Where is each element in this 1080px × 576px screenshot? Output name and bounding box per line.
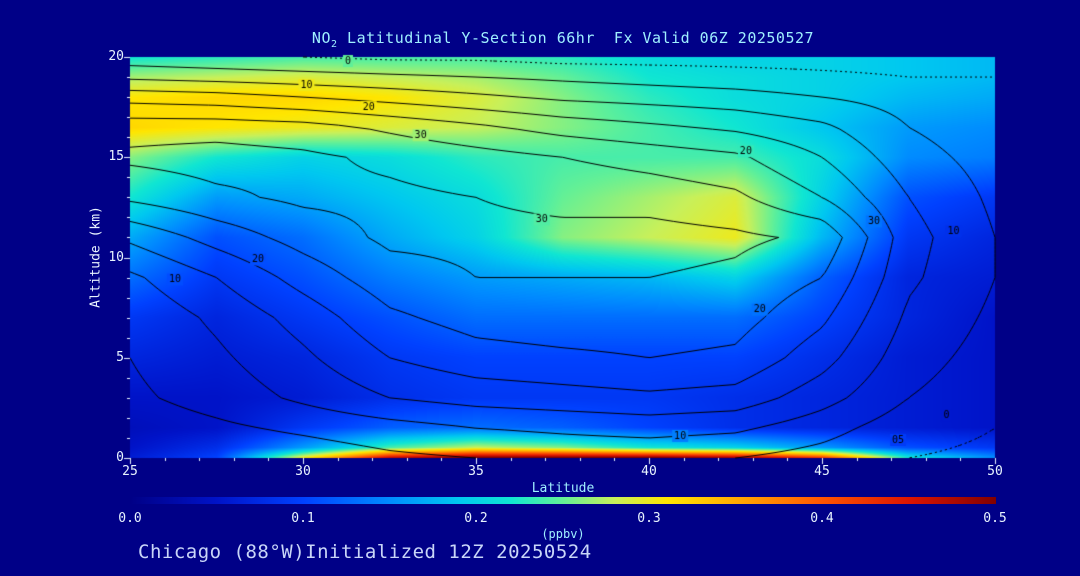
footer-init-annotation: Chicago (88°W)Initialized 12Z 20250524 [138,541,592,563]
y-tick-label: 0 [116,450,124,465]
y-tick-label: 15 [108,149,124,165]
plot-title-rest: Latitudinal Y-Section 66hr Fx Valid 06Z … [337,29,815,47]
colorbar-tick-label: 0.4 [810,511,834,526]
plot-title-prefix: NO [311,29,331,47]
colorbar-tick-label: 0.2 [464,511,488,526]
colorbar-tick-label: 0.5 [983,511,1007,526]
x-tick-label: 35 [468,464,484,479]
x-tick-label: 45 [814,464,830,479]
colorbar-tick-label: 0.0 [118,511,142,526]
x-tick-label: 40 [641,464,657,479]
colorbar-gradient [130,497,996,504]
x-tick-label: 30 [295,464,311,479]
colorbar-tick-label: 0.3 [637,511,661,526]
y-tick-label: 20 [108,49,124,64]
x-axis-title: Latitude [531,481,595,496]
colorbar-tick-label: 0.1 [291,511,315,526]
colorbar-units-label: (ppbv) [541,527,585,541]
y-tick-label: 5 [116,349,124,365]
plot-title: NO2 Latitudinal Y-Section 66hr Fx Valid … [130,29,996,50]
plot-title-subscript: 2 [330,39,338,50]
x-tick-label: 25 [122,464,138,479]
y-tick-label: 10 [108,249,124,265]
x-tick-label: 50 [987,464,1003,479]
